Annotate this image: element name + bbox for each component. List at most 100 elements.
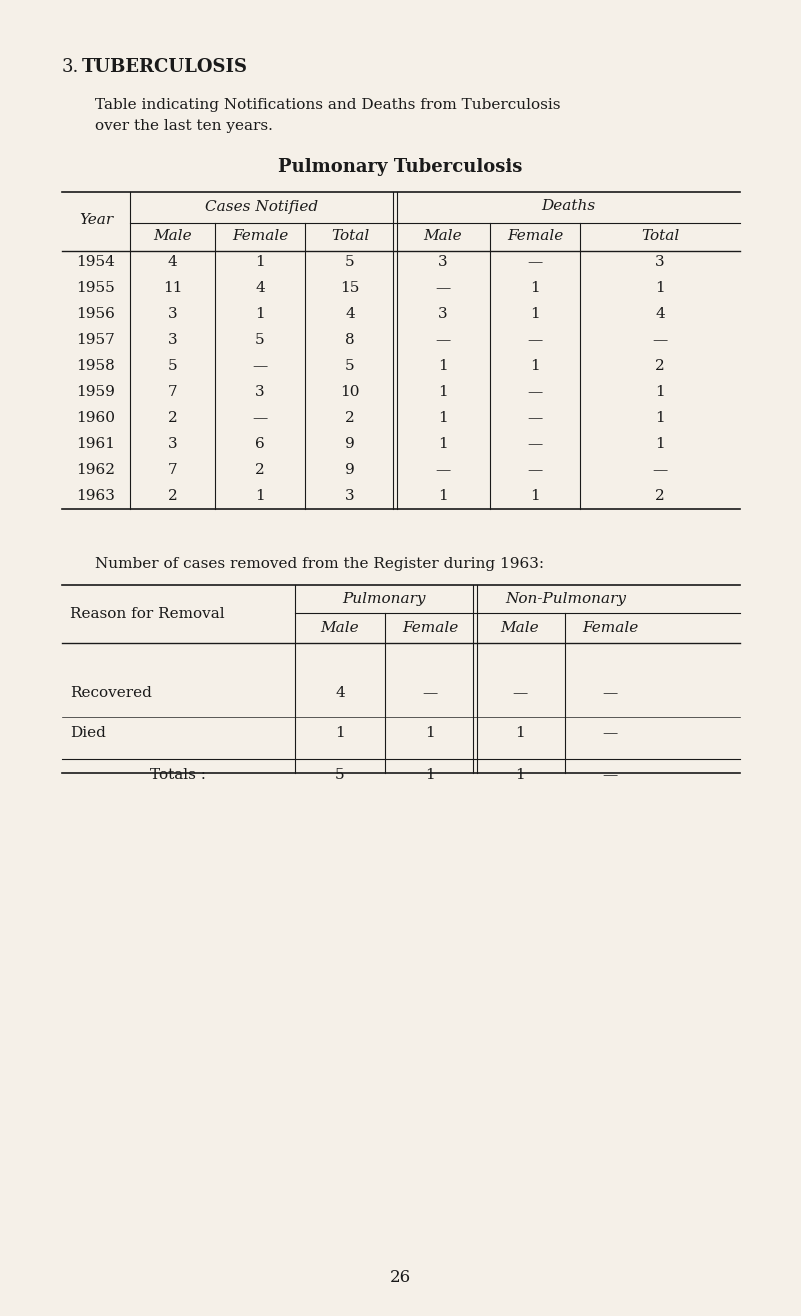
Text: Pulmonary: Pulmonary (342, 592, 426, 605)
Text: 1955: 1955 (77, 282, 115, 295)
Text: 1: 1 (437, 490, 448, 503)
Text: Reason for Removal: Reason for Removal (70, 607, 224, 621)
Text: —: — (652, 333, 667, 347)
Text: —: — (435, 463, 450, 476)
Text: 26: 26 (389, 1269, 411, 1286)
Text: 2: 2 (167, 411, 177, 425)
Text: 3: 3 (256, 386, 265, 399)
Text: 7: 7 (167, 386, 177, 399)
Text: 1: 1 (515, 726, 525, 740)
Text: —: — (527, 463, 542, 476)
Text: 5: 5 (345, 359, 355, 372)
Text: 4: 4 (345, 307, 355, 321)
Text: 2: 2 (655, 359, 665, 372)
Text: —: — (527, 437, 542, 451)
Text: —: — (527, 411, 542, 425)
Text: 4: 4 (655, 307, 665, 321)
Text: 1: 1 (256, 307, 265, 321)
Text: 11: 11 (163, 282, 183, 295)
Text: Male: Male (320, 621, 360, 636)
Text: 1: 1 (530, 490, 540, 503)
Text: 3: 3 (437, 255, 447, 268)
Text: 1: 1 (655, 282, 665, 295)
Text: Recovered: Recovered (70, 686, 152, 700)
Text: Year: Year (79, 212, 113, 226)
Text: —: — (527, 333, 542, 347)
Text: Female: Female (507, 229, 563, 243)
Text: —: — (602, 686, 618, 700)
Text: 1962: 1962 (77, 463, 115, 476)
Text: 1: 1 (256, 255, 265, 268)
Text: 1: 1 (437, 359, 448, 372)
Text: —: — (422, 686, 437, 700)
Text: Died: Died (70, 726, 106, 740)
Text: 4: 4 (335, 686, 345, 700)
Text: 4: 4 (256, 282, 265, 295)
Text: 15: 15 (340, 282, 360, 295)
Text: 1954: 1954 (77, 255, 115, 268)
Text: 7: 7 (167, 463, 177, 476)
Text: 9: 9 (345, 437, 355, 451)
Text: 1959: 1959 (77, 386, 115, 399)
Text: 2: 2 (167, 490, 177, 503)
Text: 5: 5 (345, 255, 355, 268)
Text: Total: Total (331, 229, 369, 243)
Text: 1963: 1963 (77, 490, 115, 503)
Text: 9: 9 (345, 463, 355, 476)
Text: Female: Female (402, 621, 458, 636)
Text: 1957: 1957 (77, 333, 115, 347)
Text: TUBERCULOSIS: TUBERCULOSIS (82, 58, 248, 76)
Text: 1: 1 (256, 490, 265, 503)
Text: 3: 3 (167, 307, 177, 321)
Text: Number of cases removed from the Register during 1963:: Number of cases removed from the Registe… (95, 557, 544, 571)
Text: 5: 5 (167, 359, 177, 372)
Text: 1: 1 (530, 282, 540, 295)
Text: —: — (435, 333, 450, 347)
Text: 1961: 1961 (77, 437, 115, 451)
Text: —: — (513, 686, 528, 700)
Text: 3: 3 (167, 333, 177, 347)
Text: 5: 5 (335, 769, 344, 782)
Text: 1: 1 (530, 307, 540, 321)
Text: 1958: 1958 (77, 359, 115, 372)
Text: 1960: 1960 (77, 411, 115, 425)
Text: Male: Male (501, 621, 539, 636)
Text: 1: 1 (425, 726, 435, 740)
Text: Totals :: Totals : (151, 769, 207, 782)
Text: 3: 3 (655, 255, 665, 268)
Text: —: — (527, 255, 542, 268)
Text: 1956: 1956 (77, 307, 115, 321)
Text: 1: 1 (515, 769, 525, 782)
Text: 1: 1 (437, 437, 448, 451)
Text: 1: 1 (437, 411, 448, 425)
Text: 3: 3 (345, 490, 355, 503)
Text: Non-Pulmonary: Non-Pulmonary (505, 592, 626, 605)
Text: Female: Female (582, 621, 638, 636)
Text: —: — (435, 282, 450, 295)
Text: 2: 2 (256, 463, 265, 476)
Text: Cases Notified: Cases Notified (205, 200, 318, 213)
Text: 10: 10 (340, 386, 360, 399)
Text: 3: 3 (167, 437, 177, 451)
Text: —: — (252, 411, 268, 425)
Text: 3.: 3. (62, 58, 79, 76)
Text: Male: Male (153, 229, 191, 243)
Text: 8: 8 (345, 333, 355, 347)
Text: Female: Female (231, 229, 288, 243)
Text: Total: Total (641, 229, 679, 243)
Text: 2: 2 (655, 490, 665, 503)
Text: 1: 1 (425, 769, 435, 782)
Text: 3: 3 (437, 307, 447, 321)
Text: 6: 6 (256, 437, 265, 451)
Text: 1: 1 (437, 386, 448, 399)
Text: —: — (652, 463, 667, 476)
Text: —: — (602, 769, 618, 782)
Text: Pulmonary Tuberculosis: Pulmonary Tuberculosis (278, 158, 522, 176)
Text: —: — (602, 726, 618, 740)
Text: 5: 5 (256, 333, 265, 347)
Text: 1: 1 (655, 411, 665, 425)
Text: 4: 4 (167, 255, 177, 268)
Text: 2: 2 (345, 411, 355, 425)
Text: Male: Male (423, 229, 462, 243)
Text: Deaths: Deaths (541, 200, 596, 213)
